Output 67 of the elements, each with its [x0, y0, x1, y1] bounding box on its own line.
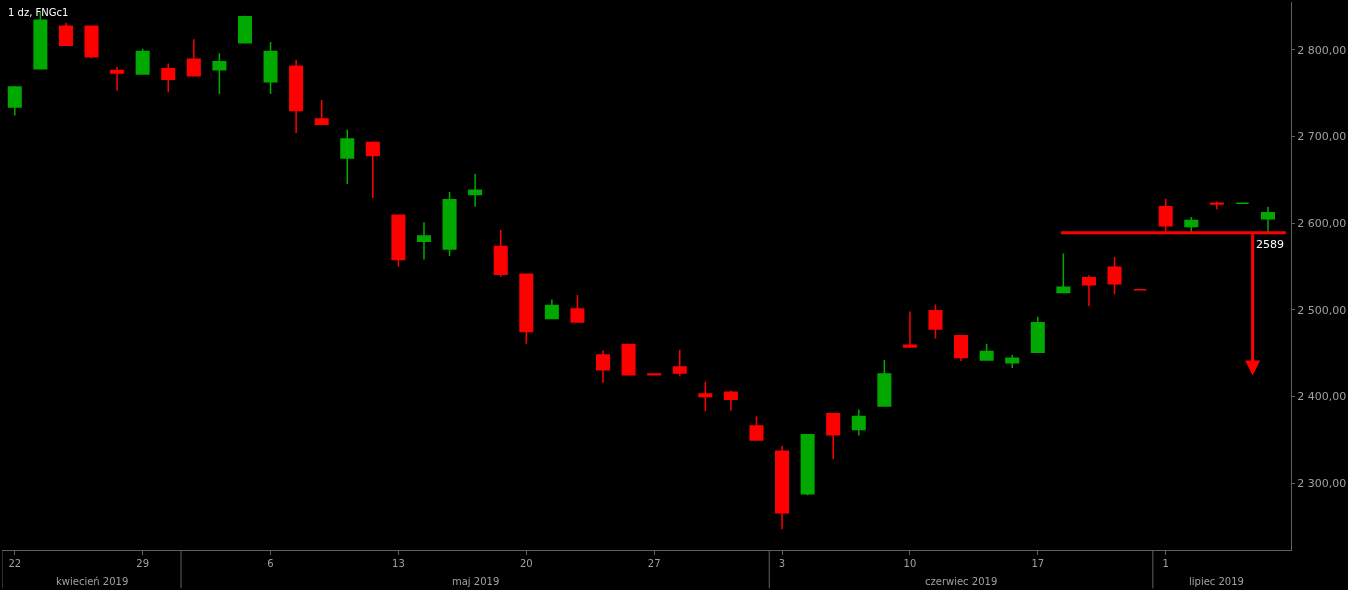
candlestick — [851, 408, 866, 437]
candlestick — [979, 342, 994, 361]
candlestick — [928, 303, 943, 340]
candlestick — [544, 298, 559, 321]
candlestick — [110, 66, 125, 92]
candlestick — [1209, 200, 1224, 210]
candlestick — [135, 48, 150, 75]
candlestick — [1056, 252, 1071, 294]
candlestick — [775, 445, 790, 530]
candlestick — [570, 294, 585, 323]
candlestick — [1260, 205, 1275, 234]
candlestick — [647, 373, 662, 376]
candlestick — [1005, 354, 1020, 369]
candlestick — [1081, 274, 1096, 308]
text: lipiec 2019 — [1189, 576, 1244, 587]
candlestick — [289, 59, 304, 134]
candlestick — [7, 85, 22, 117]
candlestick — [902, 310, 917, 349]
candlestick — [621, 342, 636, 376]
candlestick — [954, 335, 969, 362]
candlestick — [493, 229, 508, 278]
candlestick — [826, 413, 841, 460]
candlestick — [468, 172, 483, 208]
candlestick — [391, 214, 406, 268]
y-tick-label: 2 400,00 — [1297, 390, 1347, 404]
x-tick-label: 22 — [8, 558, 22, 569]
x-tick-label: 1 — [1162, 558, 1169, 569]
candlestick — [596, 349, 611, 384]
ref-line-label: 2589 — [1256, 238, 1284, 251]
candlestick — [1107, 256, 1122, 295]
text: kwiecień 2019 — [56, 576, 129, 587]
candlestick — [698, 381, 713, 413]
candlestick — [416, 221, 432, 261]
candlestick — [263, 41, 278, 95]
text: 1 dz, FNGc1 — [8, 7, 69, 18]
y-tick-label: 2 500,00 — [1297, 303, 1347, 317]
x-tick-label: 13 — [392, 558, 405, 569]
candlestick — [1030, 316, 1045, 354]
candlestick — [237, 15, 252, 45]
candlestick — [58, 22, 73, 47]
x-tick-label: 10 — [903, 558, 917, 569]
x-tick-label: 6 — [267, 558, 274, 569]
candlestick — [212, 52, 227, 95]
candlestick — [442, 191, 457, 257]
candlestick — [314, 99, 329, 126]
candlestick — [877, 359, 892, 407]
candlestick — [723, 389, 738, 412]
text: maj 2019 — [452, 576, 500, 587]
x-tick-label: 3 — [778, 558, 786, 569]
candlestick — [519, 273, 534, 345]
text: czerwiec 2019 — [925, 576, 998, 587]
y-tick-label: 2 300,00 — [1297, 477, 1347, 491]
candlestick — [186, 38, 201, 77]
candlestick — [800, 433, 815, 497]
candlestick — [161, 62, 176, 93]
candlestick — [672, 348, 687, 377]
x-tick-label: 20 — [519, 558, 533, 569]
y-tick-label: 2 800,00 — [1297, 43, 1347, 57]
candlestick — [365, 140, 380, 199]
x-tick-label: 17 — [1031, 558, 1045, 569]
candlestick — [84, 25, 99, 60]
candlestick — [340, 128, 355, 185]
y-tick-label: 2 700,00 — [1297, 130, 1347, 144]
y-tick-label: 2 600,00 — [1297, 216, 1347, 230]
candlestick — [749, 415, 764, 441]
x-tick-label: 29 — [136, 558, 150, 569]
x-tick-label: 27 — [647, 558, 661, 569]
